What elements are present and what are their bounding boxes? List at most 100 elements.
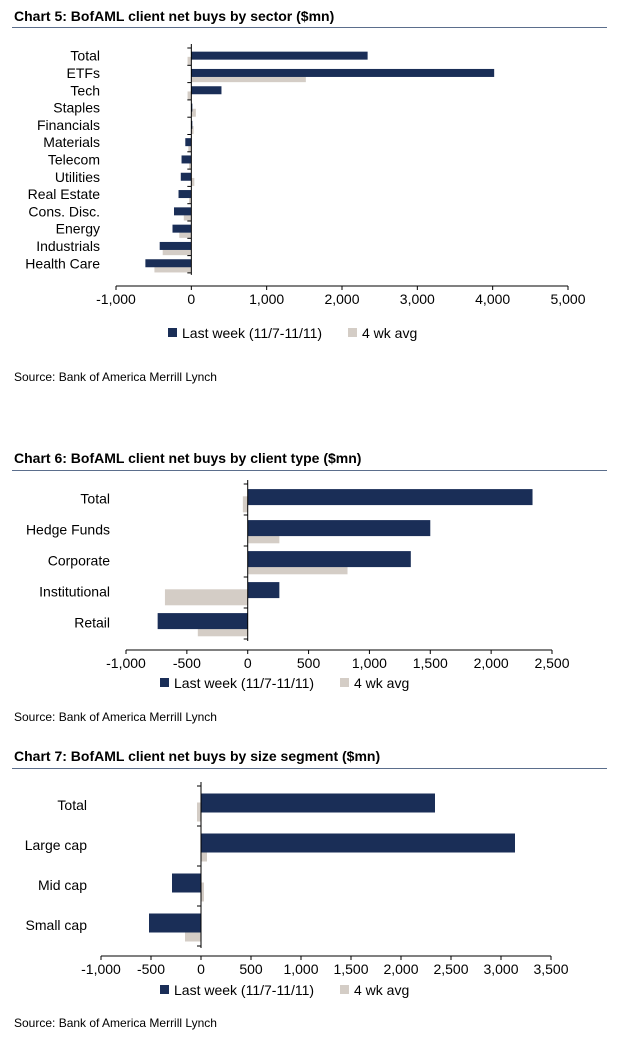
legend-label-1: 4 wk avg: [354, 675, 409, 691]
category-label-0: Total: [80, 491, 110, 507]
category-label-3: Institutional: [39, 584, 110, 600]
category-label-3: Small cap: [26, 917, 88, 933]
bar-avg-3: [191, 108, 196, 117]
legend-swatch-1: [340, 678, 349, 687]
legend-swatch-0: [160, 678, 169, 687]
category-label-0: Total: [57, 797, 87, 813]
category-label-6: Telecom: [48, 151, 100, 167]
chart-5-title: Chart 5: BofAML client net buys by secto…: [14, 8, 335, 24]
bar-avg-1: [191, 74, 306, 83]
bar-avg-4: [191, 126, 194, 135]
bar-last-week-11: [159, 241, 192, 250]
bar-avg-2: [187, 91, 192, 100]
bar-avg-10: [179, 229, 192, 238]
chart-6-title-rule: [12, 470, 607, 471]
bar-last-week-0: [247, 489, 533, 506]
category-label-2: Tech: [70, 82, 100, 98]
legend-swatch-0: [168, 328, 177, 337]
x-tick-label-6: 2,000: [383, 961, 418, 977]
legend-label-1: 4 wk avg: [362, 325, 417, 341]
category-label-4: Financials: [37, 117, 100, 133]
x-tick-label-1: -500: [137, 961, 165, 977]
bar-avg-0: [187, 56, 192, 65]
category-label-5: Materials: [43, 134, 100, 150]
chart-5-source: Source: Bank of America Merrill Lynch: [14, 370, 217, 384]
category-label-11: Industrials: [36, 238, 100, 254]
category-label-7: Utilities: [55, 169, 100, 185]
legend-label-0: Last week (11/7-11/11): [174, 982, 314, 998]
bar-last-week-6: [181, 155, 192, 164]
x-tick-label-3: 2,000: [324, 291, 359, 307]
x-tick-label-2: 0: [197, 961, 205, 977]
bar-avg-9: [183, 212, 192, 221]
category-label-12: Health Care: [25, 255, 100, 271]
x-tick-label-4: 3,000: [400, 291, 435, 307]
bar-last-week-7: [180, 172, 192, 181]
category-label-1: ETFs: [67, 65, 100, 81]
chart-5-block: Chart 5: BofAML client net buys by secto…: [0, 8, 621, 388]
legend-label-1: 4 wk avg: [354, 982, 409, 998]
x-tick-label-0: -1,000: [106, 655, 146, 671]
bar-last-week-3: [149, 913, 201, 933]
bar-last-week-2: [191, 86, 222, 95]
chart-6-block: Chart 6: BofAML client net buys by clien…: [0, 450, 621, 730]
bar-last-week-0: [191, 51, 368, 60]
bar-last-week-1: [191, 68, 495, 77]
x-tick-label-0: -1,000: [81, 961, 121, 977]
category-label-2: Corporate: [48, 553, 110, 569]
bar-avg-5: [188, 143, 192, 152]
x-tick-label-7: 2,500: [433, 961, 468, 977]
chart-7-source: Source: Bank of America Merrill Lynch: [14, 1016, 217, 1030]
bar-avg-11: [162, 247, 192, 256]
x-tick-label-5: 1,500: [413, 655, 448, 671]
x-tick-label-4: 1,000: [283, 961, 318, 977]
legend-label-0: Last week (11/7-11/11): [182, 325, 322, 341]
chart-6-source: Source: Bank of America Merrill Lynch: [14, 710, 217, 724]
bar-last-week-2: [172, 873, 201, 893]
category-label-8: Real Estate: [28, 186, 101, 202]
bar-avg-3: [164, 589, 248, 606]
category-label-10: Energy: [56, 221, 100, 237]
bar-last-week-1: [201, 833, 515, 853]
category-label-1: Hedge Funds: [26, 522, 110, 538]
bar-last-week-3: [247, 582, 280, 599]
bar-last-week-4: [157, 613, 248, 630]
x-tick-label-7: 2,500: [534, 655, 569, 671]
x-tick-label-1: -500: [173, 655, 201, 671]
chart-7-title-rule: [12, 768, 607, 769]
category-label-4: Retail: [74, 615, 110, 631]
bar-last-week-0: [201, 793, 435, 813]
x-tick-label-3: 500: [297, 655, 321, 671]
bar-last-week-12: [145, 259, 192, 268]
chart-7-title: Chart 7: BofAML client net buys by size …: [14, 748, 381, 764]
x-tick-label-0: -1,000: [96, 291, 136, 307]
category-label-1: Large cap: [25, 837, 87, 853]
chart-6-svg: Total Hedge Funds Corporate Institutional Re…: [26, 480, 570, 691]
x-tick-label-5: 4,000: [475, 291, 510, 307]
bar-avg-0: [242, 496, 248, 513]
bar-avg-2: [201, 882, 204, 902]
bar-avg-0: [197, 802, 201, 822]
bar-last-week-1: [247, 520, 431, 537]
x-tick-label-3: 500: [239, 961, 263, 977]
chart-7-svg: Total Large cap Mid cap Small cap -1,000 -500…: [25, 782, 569, 998]
bar-avg-8: [189, 195, 192, 204]
category-label-0: Total: [70, 48, 100, 64]
category-label-2: Mid cap: [38, 877, 87, 893]
x-tick-label-6: 5,000: [550, 291, 585, 307]
bar-avg-12: [154, 264, 192, 273]
bar-last-week-9: [174, 207, 192, 216]
legend-label-0: Last week (11/7-11/11): [174, 675, 314, 691]
bar-avg-6: [189, 160, 192, 169]
bar-last-week-2: [247, 551, 411, 568]
legend-swatch-1: [348, 328, 357, 337]
chart-7-block: Chart 7: BofAML client net buys by size …: [0, 748, 621, 1038]
x-tick-label-2: 0: [244, 655, 252, 671]
legend-swatch-1: [340, 985, 349, 994]
legend-swatch-0: [160, 985, 169, 994]
x-tick-label-5: 1,500: [333, 961, 368, 977]
x-tick-label-8: 3,000: [483, 961, 518, 977]
x-tick-label-6: 2,000: [474, 655, 509, 671]
x-tick-label-9: 3,500: [533, 961, 568, 977]
